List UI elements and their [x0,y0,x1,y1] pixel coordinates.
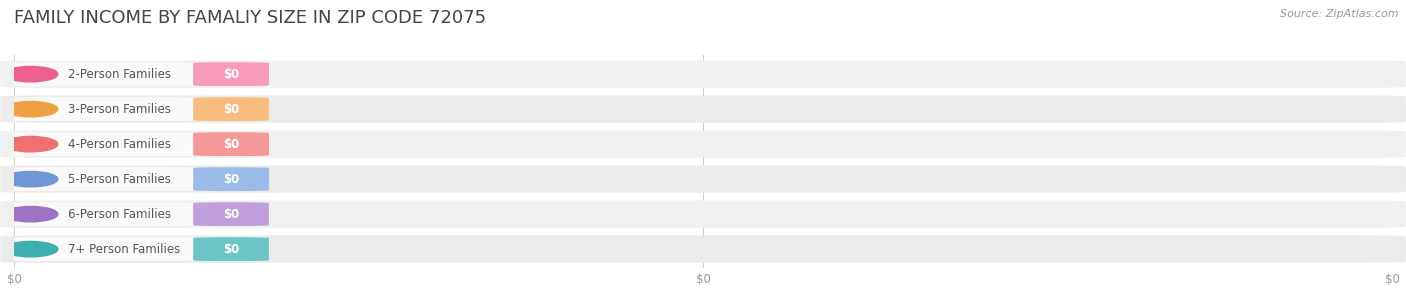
Ellipse shape [3,171,58,187]
Ellipse shape [3,242,58,257]
Ellipse shape [3,136,58,152]
Text: 5-Person Families: 5-Person Families [67,173,170,186]
Text: 6-Person Families: 6-Person Families [67,208,170,221]
FancyBboxPatch shape [14,62,195,86]
Text: 2-Person Families: 2-Person Families [67,68,170,81]
Ellipse shape [3,102,58,117]
FancyBboxPatch shape [14,167,195,191]
FancyBboxPatch shape [193,132,269,156]
FancyBboxPatch shape [193,62,269,86]
Text: $0: $0 [224,138,239,151]
FancyBboxPatch shape [14,132,195,156]
Text: 7+ Person Families: 7+ Person Families [67,243,180,256]
FancyBboxPatch shape [14,97,195,121]
Text: $0: $0 [224,68,239,81]
FancyBboxPatch shape [0,95,1406,123]
Ellipse shape [3,66,58,82]
Text: $0: $0 [224,173,239,186]
Ellipse shape [3,206,58,222]
FancyBboxPatch shape [0,166,1406,193]
Text: $0: $0 [224,243,239,256]
FancyBboxPatch shape [0,235,1406,263]
FancyBboxPatch shape [0,131,1406,158]
FancyBboxPatch shape [193,167,269,191]
FancyBboxPatch shape [193,97,269,121]
Text: Source: ZipAtlas.com: Source: ZipAtlas.com [1281,9,1399,19]
Text: 3-Person Families: 3-Person Families [67,103,170,116]
FancyBboxPatch shape [0,60,1406,88]
FancyBboxPatch shape [193,237,269,261]
FancyBboxPatch shape [14,237,195,261]
FancyBboxPatch shape [0,200,1406,228]
Text: 4-Person Families: 4-Person Families [67,138,170,151]
FancyBboxPatch shape [14,202,195,226]
Text: $0: $0 [224,103,239,116]
FancyBboxPatch shape [193,202,269,226]
Text: FAMILY INCOME BY FAMALIY SIZE IN ZIP CODE 72075: FAMILY INCOME BY FAMALIY SIZE IN ZIP COD… [14,9,486,27]
Text: $0: $0 [224,208,239,221]
